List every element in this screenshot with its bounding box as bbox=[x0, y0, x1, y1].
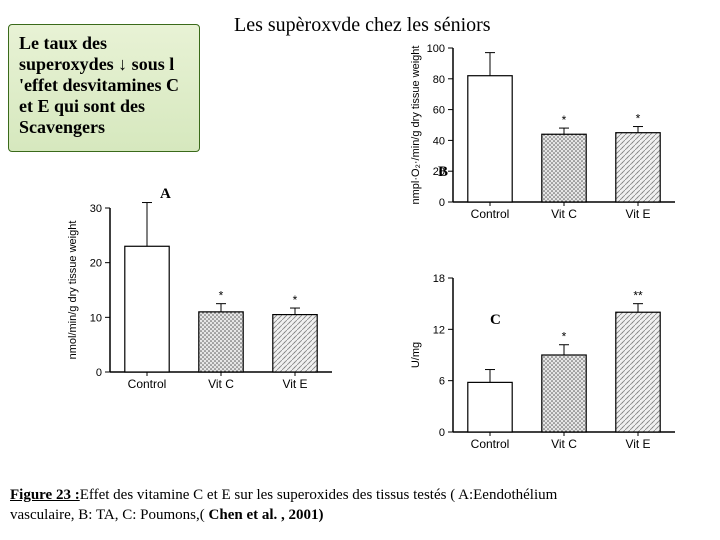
svg-text:0: 0 bbox=[96, 367, 102, 379]
caption-line1: Effet des vitamine C et E sur les supero… bbox=[80, 487, 558, 503]
svg-text:30: 30 bbox=[90, 203, 102, 215]
svg-text:nmol/min/g dry tissue weight: nmol/min/g dry tissue weight bbox=[67, 221, 79, 360]
svg-text:*: * bbox=[562, 113, 567, 127]
svg-text:Vit E: Vit E bbox=[625, 207, 650, 221]
svg-text:Vit E: Vit E bbox=[282, 377, 307, 391]
caption-line2: vasculaire, B: TA, C: Poumons,( bbox=[10, 507, 209, 523]
svg-text:*: * bbox=[562, 330, 567, 344]
svg-text:nmpl·O₂·/min/g dry tissue weig: nmpl·O₂·/min/g dry tissue weight bbox=[410, 46, 422, 205]
chart-a: 0 10 20 30 nmol/min/g dry tissue weight Contr… bbox=[62, 200, 342, 400]
svg-text:10: 10 bbox=[90, 312, 102, 324]
svg-text:20: 20 bbox=[90, 258, 102, 270]
svg-text:Vit C: Vit C bbox=[551, 207, 577, 221]
svg-text:Control: Control bbox=[128, 377, 167, 391]
caption-prefix: Figure 23 : bbox=[10, 487, 80, 503]
svg-text:Vit E: Vit E bbox=[625, 437, 650, 451]
svg-text:20: 20 bbox=[433, 166, 445, 178]
svg-text:0: 0 bbox=[439, 197, 445, 209]
svg-text:80: 80 bbox=[433, 74, 445, 86]
svg-text:100: 100 bbox=[427, 43, 445, 55]
svg-text:12: 12 bbox=[433, 324, 445, 336]
caption-citation: Chen et al. , 2001) bbox=[209, 507, 324, 523]
callout-text: Le taux des superoxydes ↓ sous l 'effet … bbox=[19, 33, 179, 137]
svg-text:**: ** bbox=[633, 289, 643, 303]
svg-text:0: 0 bbox=[439, 427, 445, 439]
svg-text:Control: Control bbox=[471, 207, 510, 221]
svg-text:Vit C: Vit C bbox=[551, 437, 577, 451]
chart-b: 0 20 40 60 80 100 nmpl·O₂·/min/g dry tissue we… bbox=[405, 40, 685, 230]
svg-text:*: * bbox=[636, 112, 641, 126]
svg-text:*: * bbox=[293, 293, 298, 307]
svg-text:U/mg: U/mg bbox=[410, 342, 422, 368]
svg-text:*: * bbox=[219, 289, 224, 303]
svg-text:Vit C: Vit C bbox=[208, 377, 234, 391]
chart-c: 0 6 12 18 U/mg Control * Vit C ** Vit E bbox=[405, 270, 685, 460]
svg-text:60: 60 bbox=[433, 105, 445, 117]
svg-text:40: 40 bbox=[433, 135, 445, 147]
figure-caption: Figure 23 :Effet des vitamine C et E sur… bbox=[10, 486, 710, 525]
svg-text:18: 18 bbox=[433, 273, 445, 285]
callout-box: Le taux des superoxydes ↓ sous l 'effet … bbox=[8, 24, 200, 152]
page-title: Les supèroxvde chez les séniors bbox=[234, 14, 491, 37]
svg-text:6: 6 bbox=[439, 376, 445, 388]
svg-text:Control: Control bbox=[471, 437, 510, 451]
